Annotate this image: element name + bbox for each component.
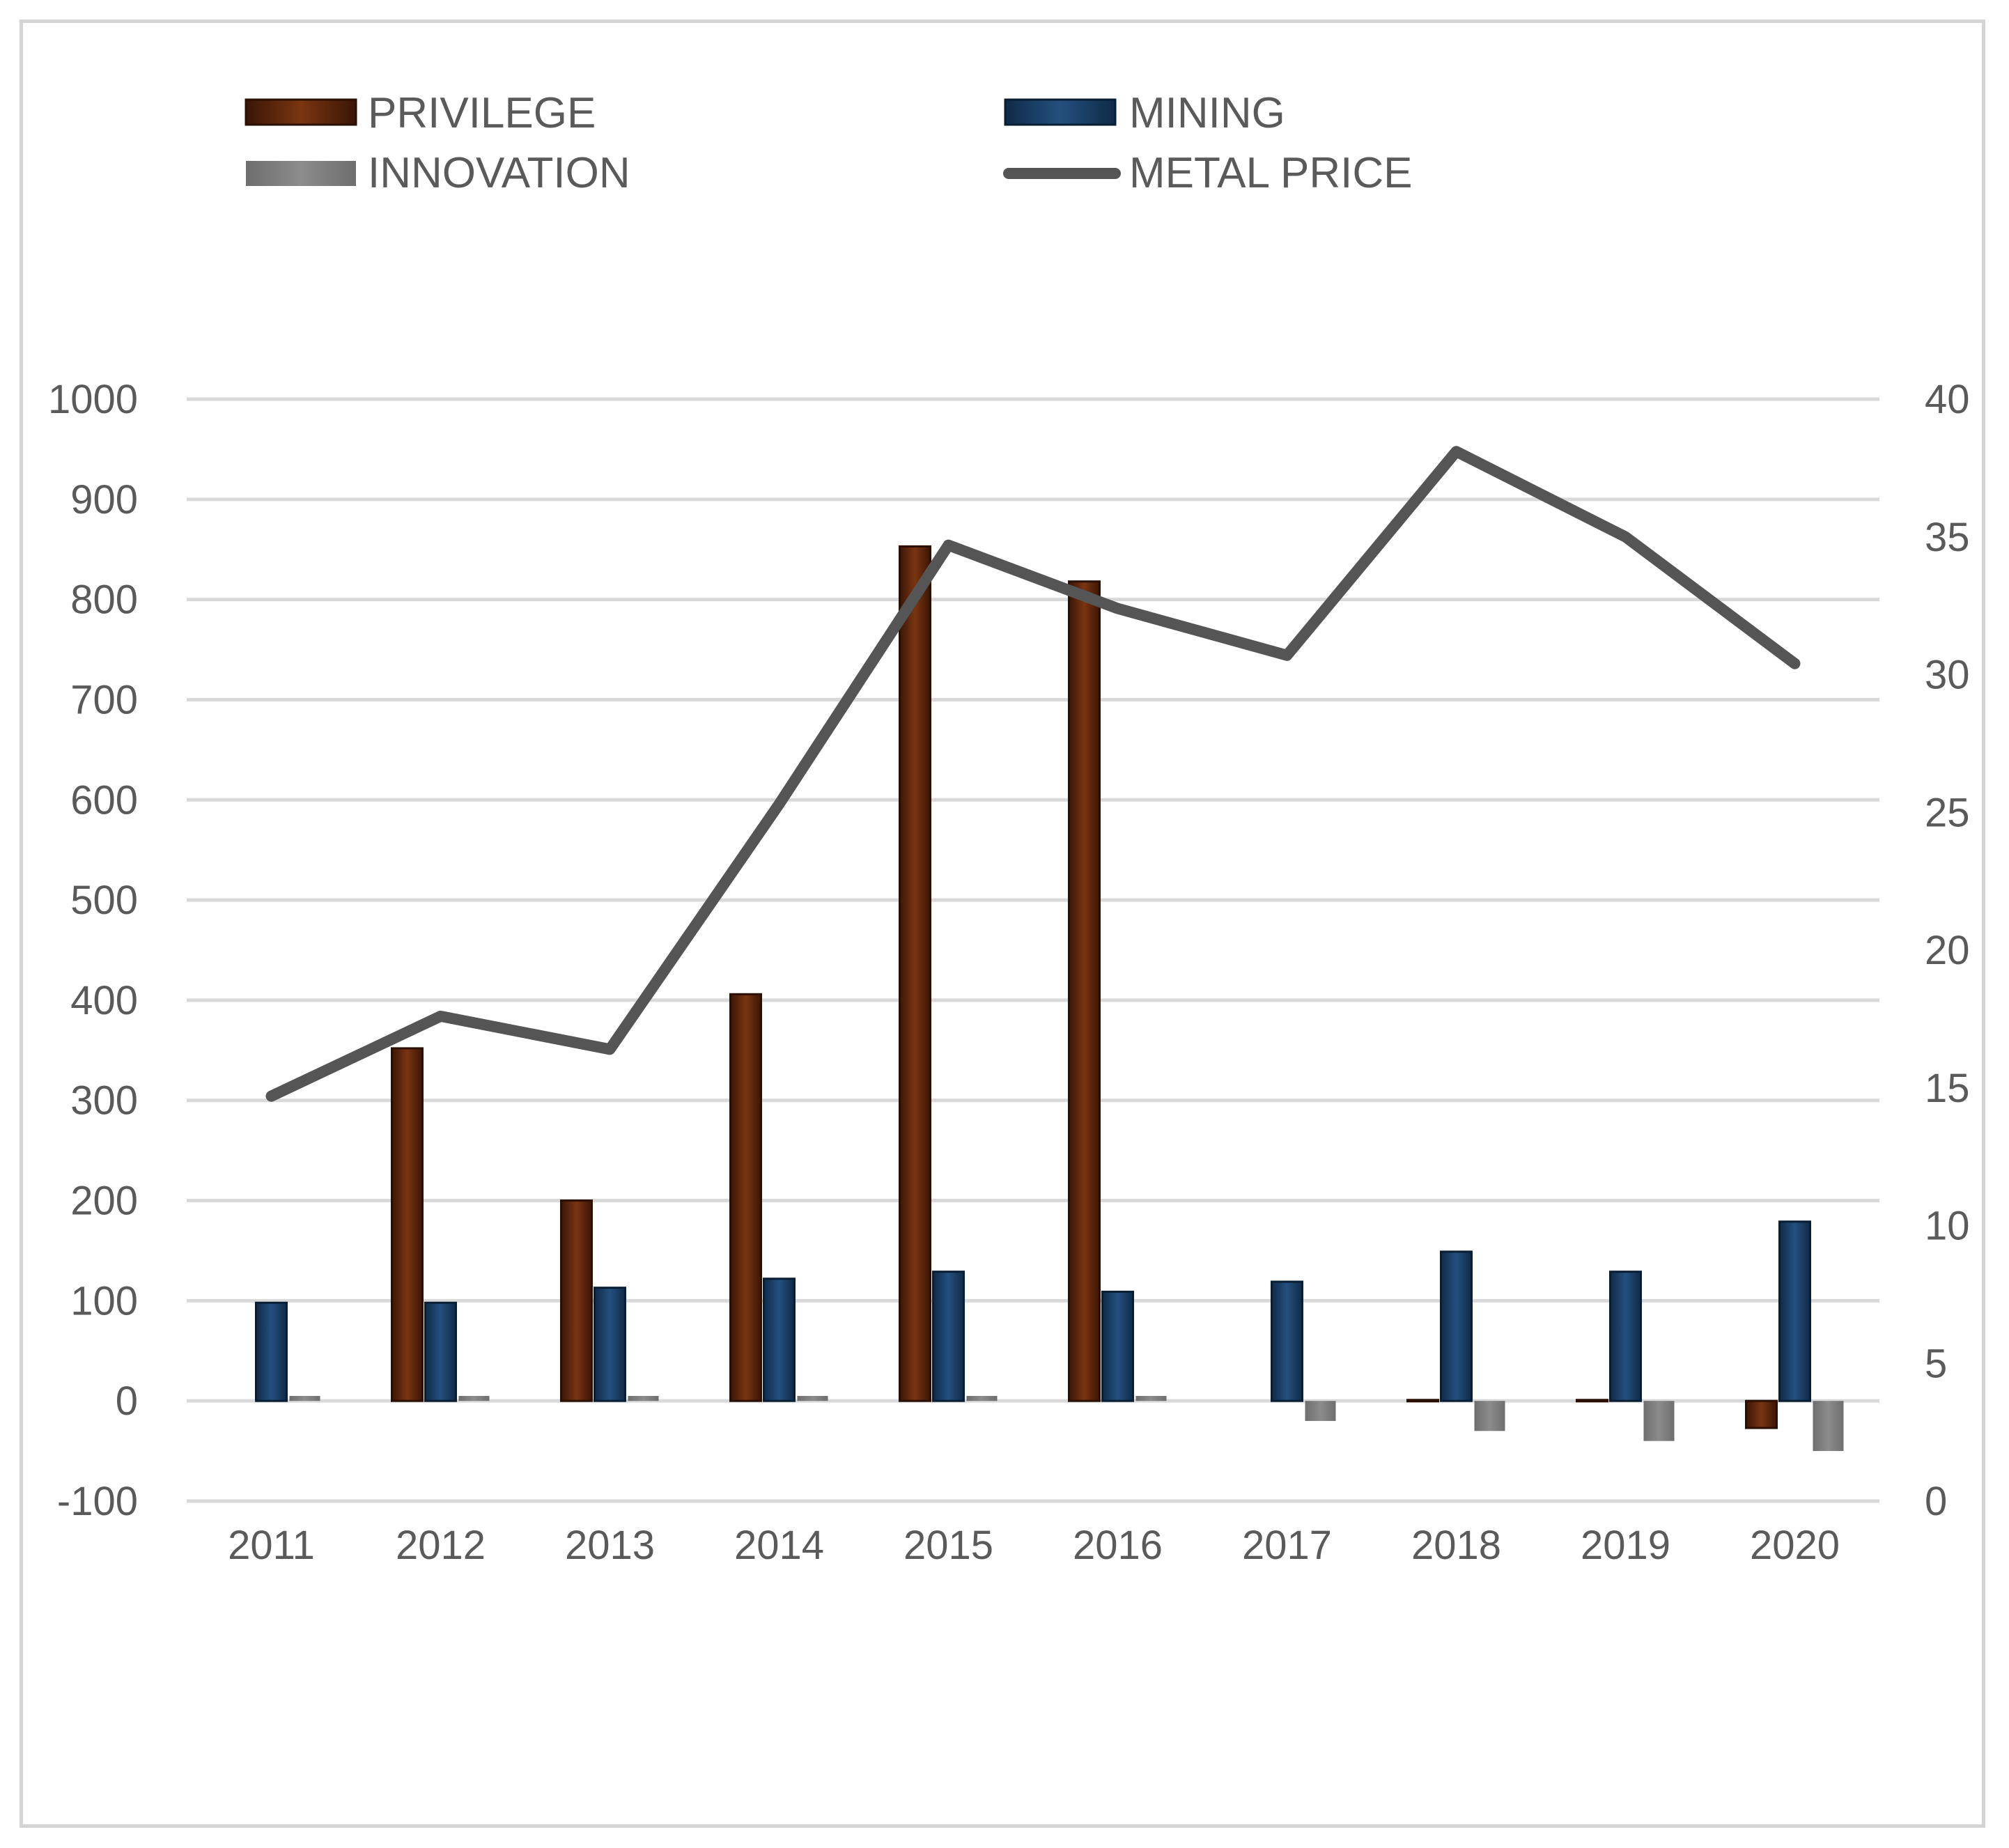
- x-tick-label: 2012: [396, 1523, 486, 1568]
- line-point-metal-price: [1117, 607, 1119, 609]
- legend-item-metal-price: METAL PRICE: [1003, 149, 1413, 197]
- y-right-tick-label: 25: [1925, 790, 1970, 835]
- x-tick-label: 2017: [1242, 1523, 1332, 1568]
- bar-innovation: [1135, 1395, 1167, 1401]
- line-point-metal-price: [270, 1095, 272, 1097]
- y-axis-right: 0 5 10 15 20 25 30 35 40: [1925, 377, 1970, 1524]
- bar-mining: [594, 1287, 626, 1402]
- bar-mining: [424, 1301, 457, 1402]
- y-left-tick-label: 200: [70, 1179, 138, 1224]
- line-point-metal-price: [947, 544, 949, 546]
- bar-mining: [1609, 1271, 1642, 1402]
- bar-privilege: [1745, 1399, 1778, 1429]
- x-tick-label: 2020: [1750, 1523, 1840, 1568]
- x-tick-label: 2014: [734, 1523, 824, 1568]
- bar-innovation: [1474, 1401, 1505, 1431]
- legend-swatch-innovation: [246, 161, 356, 186]
- line-point-metal-price: [1794, 662, 1796, 665]
- bar-mining: [763, 1278, 796, 1402]
- bar-innovation: [458, 1395, 490, 1401]
- y-right-tick-label: 40: [1925, 377, 1970, 422]
- y-right-tick-label: 35: [1925, 515, 1970, 560]
- y-left-tick-label: 1000: [48, 377, 138, 422]
- x-tick-label: 2016: [1073, 1523, 1163, 1568]
- x-tick-label: 2013: [565, 1523, 655, 1568]
- bar-mining: [255, 1301, 288, 1402]
- y-left-tick-label: 900: [70, 477, 138, 522]
- x-axis: 2011 2012 2013 2014 2015 2016 2017 2018 2019 2020: [228, 1523, 1840, 1568]
- line-metal-price: [265, 446, 1801, 1102]
- chart-frame: PRIVILEGE MINING INNOVATION METAL PRICE …: [20, 20, 1985, 1828]
- bar-innovation: [1813, 1401, 1844, 1452]
- line-point-metal-price: [1624, 536, 1627, 538]
- y-left-tick-label: 600: [70, 777, 138, 823]
- bar-privilege: [1576, 1399, 1608, 1403]
- bar-innovation: [966, 1395, 998, 1401]
- bar-privilege: [560, 1199, 593, 1402]
- bar-innovation: [628, 1395, 659, 1401]
- y-left-tick-label: 500: [70, 878, 138, 923]
- y-left-tick-label: 800: [70, 577, 138, 623]
- line-point-metal-price: [778, 803, 780, 805]
- bar-innovation: [1305, 1401, 1336, 1421]
- y-right-tick-label: 5: [1925, 1341, 1947, 1386]
- line-point-metal-price: [440, 1015, 442, 1017]
- bar-innovation: [797, 1395, 828, 1401]
- legend-item-innovation: INNOVATION: [246, 149, 630, 197]
- bar-mining: [1440, 1250, 1473, 1402]
- bar-privilege: [1406, 1399, 1439, 1403]
- y-left-tick-label: 700: [70, 677, 138, 722]
- bar-privilege: [729, 993, 762, 1402]
- y-left-tick-label: 0: [116, 1379, 138, 1424]
- x-tick-label: 2018: [1411, 1523, 1501, 1568]
- x-tick-label: 2011: [228, 1523, 315, 1568]
- legend-label-privilege: PRIVILEGE: [368, 89, 596, 137]
- legend-label-metal-price: METAL PRICE: [1129, 149, 1413, 197]
- legend-swatch-privilege: [245, 98, 357, 126]
- line-point-metal-price: [1455, 451, 1457, 453]
- bar-privilege: [391, 1047, 424, 1402]
- bar-mining: [1101, 1290, 1134, 1402]
- bar-privilege: [1068, 580, 1101, 1402]
- y-right-tick-label: 0: [1925, 1479, 1947, 1524]
- bar-innovation: [1643, 1401, 1675, 1441]
- y-right-tick-label: 15: [1925, 1066, 1970, 1111]
- y-right-tick-label: 10: [1925, 1204, 1970, 1249]
- bar-mining: [932, 1271, 965, 1402]
- legend-swatch-mining: [1004, 98, 1117, 126]
- y-left-tick-label: 300: [70, 1078, 138, 1124]
- line-point-metal-price: [1286, 654, 1288, 656]
- bar-mining: [1271, 1280, 1303, 1402]
- bar-mining: [1778, 1220, 1811, 1402]
- x-tick-label: 2015: [903, 1523, 993, 1568]
- legend: PRIVILEGE MINING INNOVATION METAL PRICE: [245, 89, 1413, 197]
- legend-item-privilege: PRIVILEGE: [245, 89, 596, 137]
- y-right-tick-label: 20: [1925, 928, 1970, 973]
- legend-label-innovation: INNOVATION: [368, 149, 630, 197]
- y-left-tick-label: 400: [70, 978, 138, 1023]
- x-tick-label: 2019: [1581, 1523, 1670, 1568]
- legend-item-mining: MINING: [1004, 89, 1285, 137]
- y-left-tick-label: -100: [57, 1479, 138, 1524]
- line-point-metal-price: [609, 1048, 611, 1050]
- bar-innovation: [289, 1395, 320, 1401]
- y-axis-left: -100 0 100 200 300 400 500 600 700 800 900 1000: [48, 377, 138, 1524]
- bars: [255, 545, 1844, 1452]
- y-left-tick-label: 100: [70, 1278, 138, 1323]
- metal-price-line: [265, 446, 1801, 1102]
- combo-chart: PRIVILEGE MINING INNOVATION METAL PRICE …: [48, 89, 1970, 1568]
- y-right-tick-label: 30: [1925, 653, 1970, 698]
- legend-label-mining: MINING: [1129, 89, 1285, 137]
- bar-privilege: [899, 545, 931, 1402]
